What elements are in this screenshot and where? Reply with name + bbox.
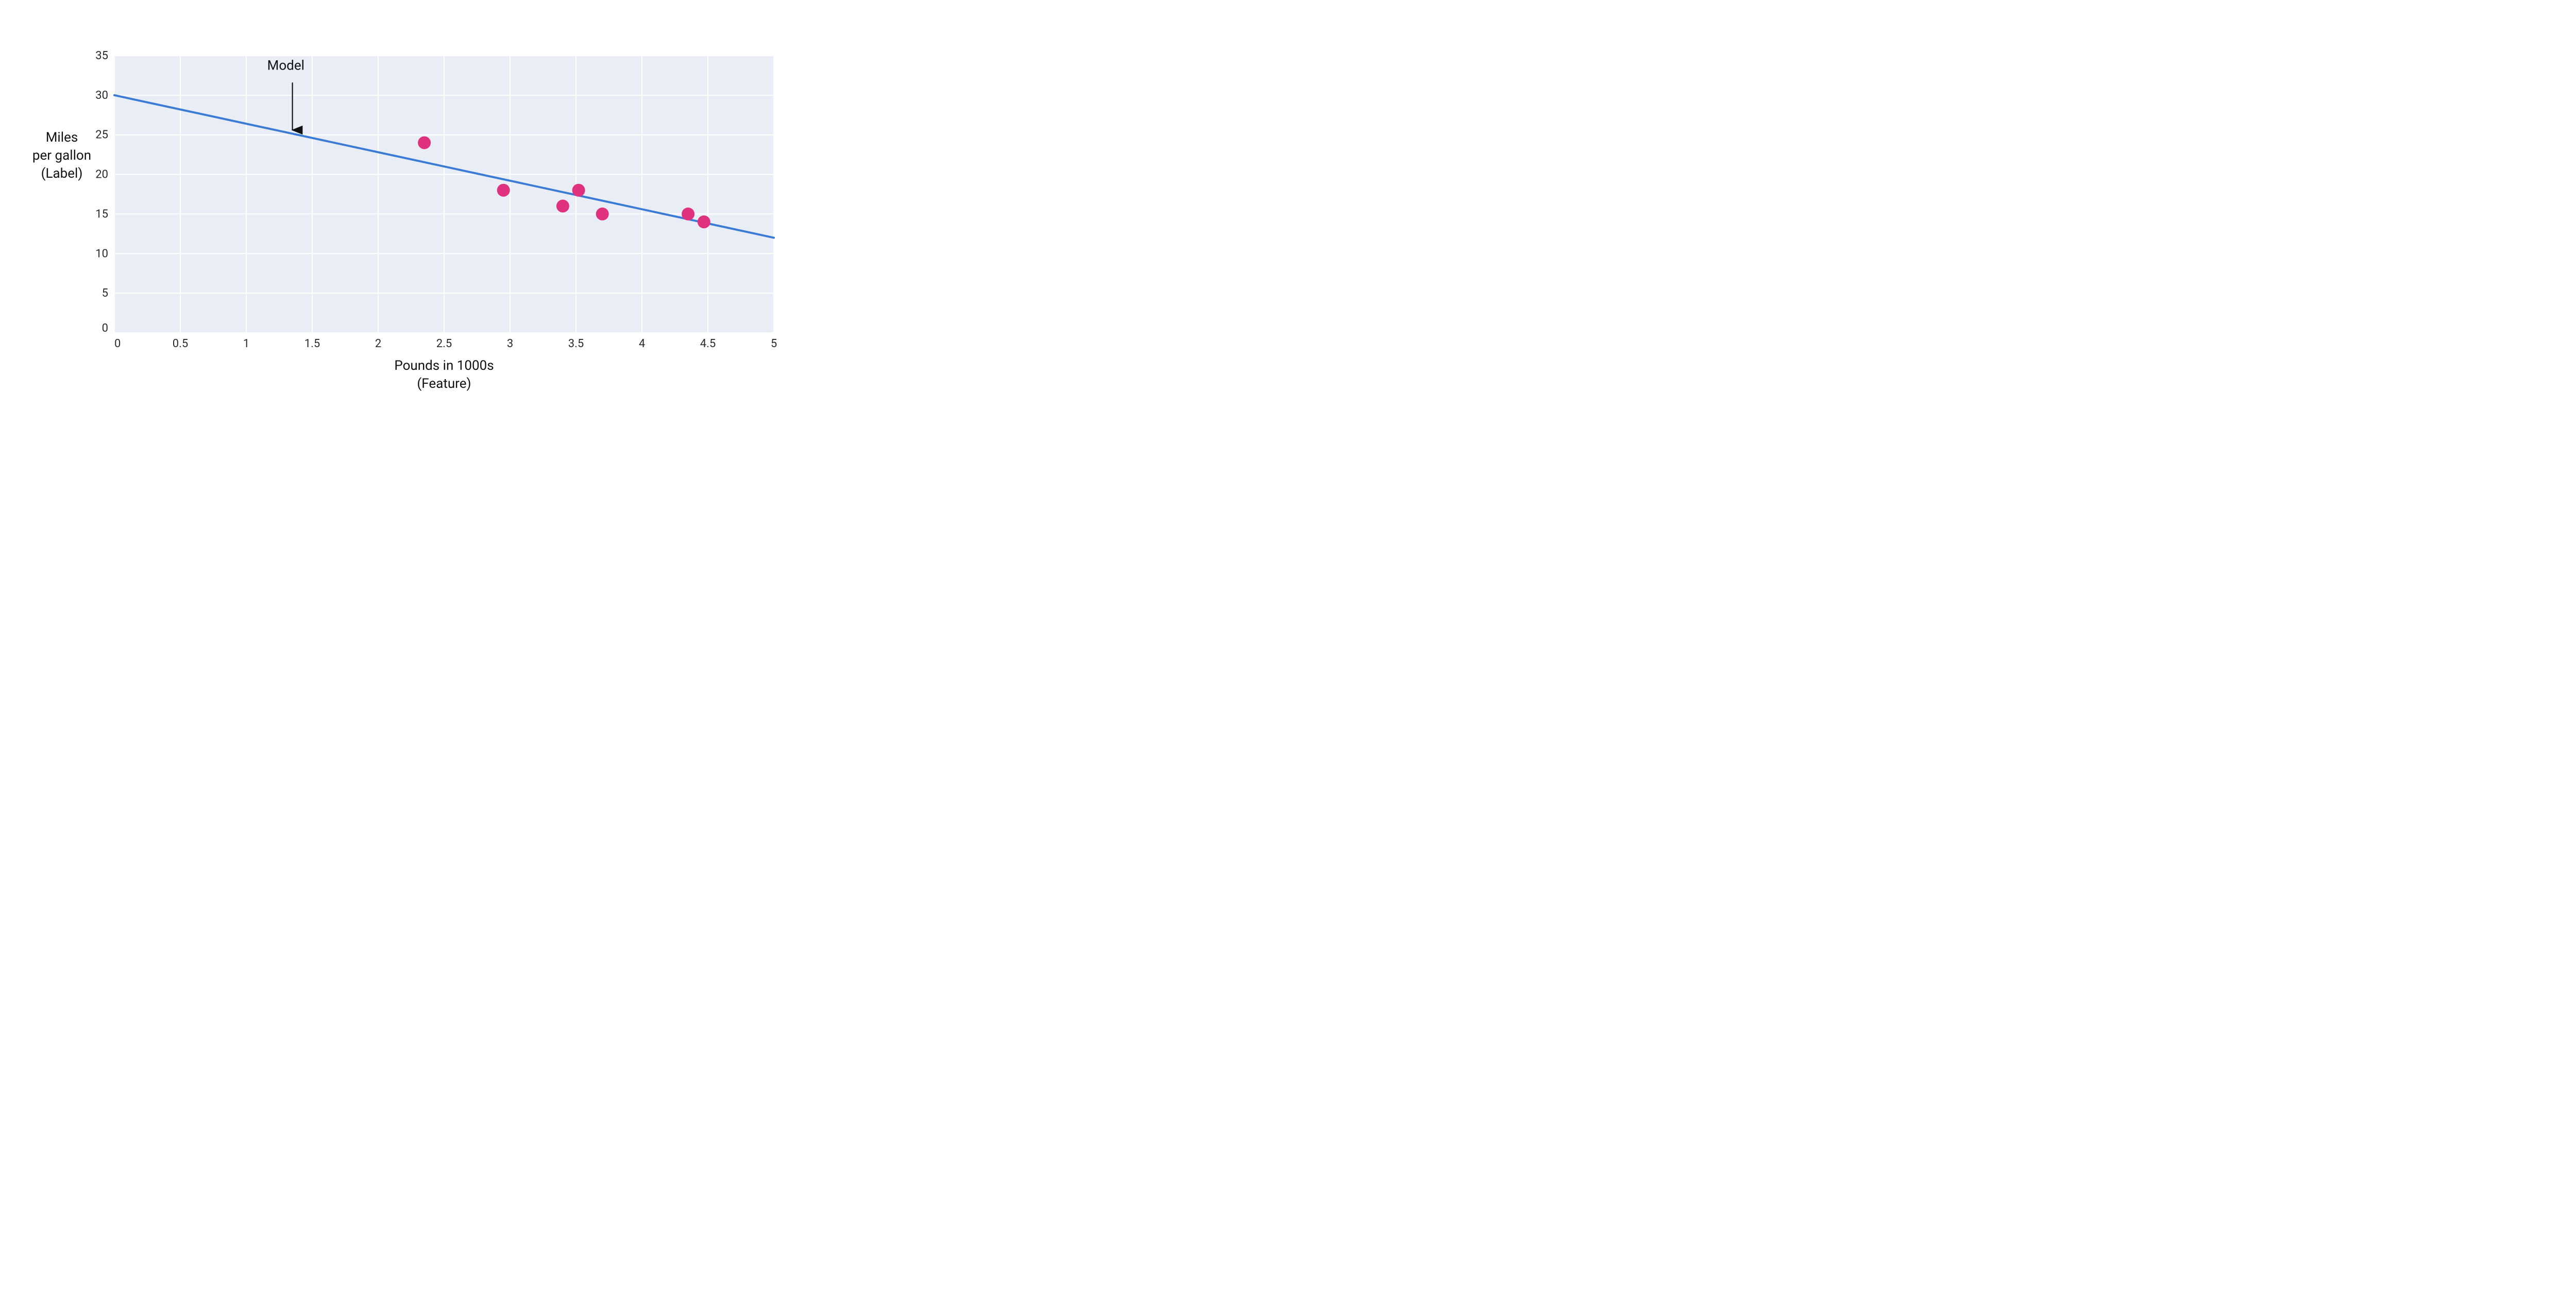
data-point (572, 184, 585, 197)
x-tick-label: 3.5 (568, 337, 584, 350)
page: Miles per gallon (Label) Pounds in 1000s… (0, 0, 906, 433)
data-point (698, 215, 710, 228)
data-point (596, 208, 609, 220)
y-tick-label: 0 (102, 322, 108, 335)
y-tick-label: 10 (95, 247, 108, 260)
x-tick-label: 5 (771, 337, 777, 350)
y-tick-label: 35 (95, 49, 108, 62)
x-tick-label: 4 (639, 337, 645, 350)
x-tick-label: 3 (507, 337, 513, 350)
x-tick-label: 0.5 (173, 337, 189, 350)
x-tick-label: 2 (375, 337, 381, 350)
y-tick-label: 30 (95, 89, 108, 102)
data-point (556, 200, 569, 213)
x-tick-label: 2.5 (436, 337, 452, 350)
y-tick-labels: 0 5 10 15 20 25 30 35 (95, 49, 108, 335)
y-tick-label: 5 (102, 287, 108, 300)
x-tick-labels: 0 0.5 1 1.5 2 2.5 3 3.5 4 4.5 5 (114, 337, 777, 350)
data-point (497, 184, 510, 197)
scatter-line-chart: Model 0 0.5 1 1.5 2 2.5 3 3.5 4 4.5 5 0 5 10 15 20 25 30 35 (0, 0, 906, 433)
x-tick-label: 0 (114, 337, 121, 350)
y-tick-label: 20 (95, 168, 108, 181)
data-point (418, 136, 431, 149)
y-tick-label: 25 (95, 129, 108, 142)
x-tick-label: 1.5 (304, 337, 320, 350)
data-point (682, 208, 694, 220)
x-tick-label: 4.5 (700, 337, 716, 350)
y-tick-label: 15 (95, 208, 108, 220)
x-tick-label: 1 (243, 337, 249, 350)
annotation-model-label: Model (267, 58, 304, 74)
